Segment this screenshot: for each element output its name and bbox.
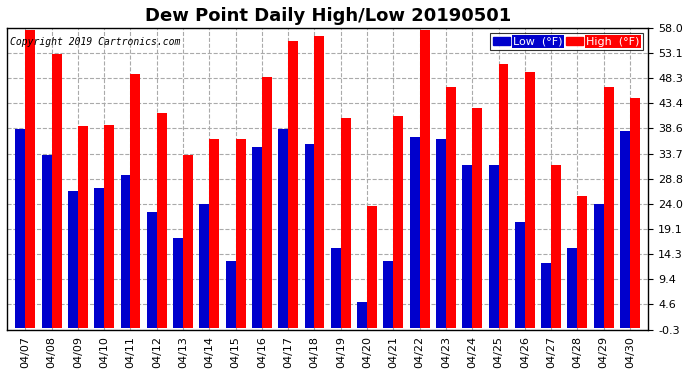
Bar: [262, 77, 272, 328]
Bar: [341, 118, 351, 328]
Bar: [52, 54, 61, 328]
Bar: [420, 30, 430, 328]
Bar: [68, 191, 78, 328]
Bar: [278, 129, 288, 328]
Bar: [578, 196, 587, 328]
Bar: [620, 131, 630, 328]
Bar: [498, 64, 509, 328]
Bar: [304, 144, 315, 328]
Bar: [315, 36, 324, 328]
Bar: [331, 248, 341, 328]
Bar: [183, 155, 193, 328]
Bar: [393, 116, 404, 328]
Bar: [252, 147, 262, 328]
Bar: [41, 155, 52, 328]
Bar: [367, 207, 377, 328]
Bar: [209, 139, 219, 328]
Bar: [147, 211, 157, 328]
Bar: [288, 41, 298, 328]
Bar: [173, 237, 183, 328]
Text: Copyright 2019 Cartronics.com: Copyright 2019 Cartronics.com: [10, 37, 181, 47]
Bar: [472, 108, 482, 328]
Bar: [384, 261, 393, 328]
Bar: [525, 72, 535, 328]
Bar: [236, 139, 246, 328]
Bar: [551, 165, 561, 328]
Bar: [436, 139, 446, 328]
Bar: [446, 87, 456, 328]
Bar: [515, 222, 525, 328]
Bar: [157, 113, 167, 328]
Bar: [604, 87, 613, 328]
Bar: [410, 136, 420, 328]
Bar: [541, 263, 551, 328]
Bar: [593, 204, 604, 328]
Bar: [130, 75, 141, 328]
Bar: [567, 248, 578, 328]
Bar: [121, 176, 130, 328]
Bar: [226, 261, 236, 328]
Bar: [15, 129, 26, 328]
Bar: [78, 126, 88, 328]
Legend: Low  (°F), High  (°F): Low (°F), High (°F): [490, 33, 643, 50]
Bar: [104, 125, 114, 328]
Bar: [95, 188, 104, 328]
Bar: [489, 165, 498, 328]
Bar: [26, 30, 35, 328]
Title: Dew Point Daily High/Low 20190501: Dew Point Daily High/Low 20190501: [144, 7, 511, 25]
Bar: [462, 165, 472, 328]
Bar: [630, 98, 640, 328]
Bar: [357, 302, 367, 328]
Bar: [199, 204, 209, 328]
